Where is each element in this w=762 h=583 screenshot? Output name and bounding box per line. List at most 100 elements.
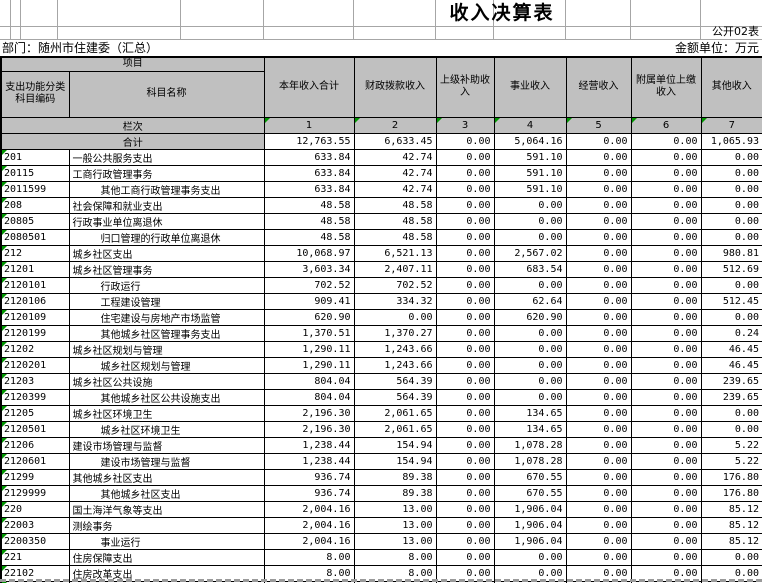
value-cell[interactable]: 1,906.04	[493, 516, 567, 534]
value-cell[interactable]: 0.00	[435, 500, 495, 518]
value-cell[interactable]: 334.32	[353, 292, 437, 310]
value-cell[interactable]: 48.58	[263, 212, 355, 230]
value-cell[interactable]: 0.00	[565, 180, 632, 198]
value-cell[interactable]: 0.00	[630, 516, 702, 534]
value-cell[interactable]: 134.65	[493, 404, 567, 422]
value-cell[interactable]: 0.00	[630, 244, 702, 262]
value-cell[interactable]: 0.00	[700, 420, 762, 438]
code-cell[interactable]: 220	[0, 500, 70, 518]
value-cell[interactable]: 0.00	[435, 420, 495, 438]
value-cell[interactable]: 936.74	[263, 468, 355, 486]
value-cell[interactable]: 0.00	[630, 228, 702, 246]
value-cell[interactable]: 13.00	[353, 516, 437, 534]
value-cell[interactable]: 2,004.16	[263, 532, 355, 550]
value-cell[interactable]: 0.00	[435, 340, 495, 358]
value-cell[interactable]: 0.00	[493, 372, 567, 390]
name-cell[interactable]: 其他城乡社区支出	[68, 468, 265, 486]
value-cell[interactable]: 134.65	[493, 420, 567, 438]
value-cell[interactable]: 620.90	[263, 308, 355, 326]
value-cell[interactable]: 0.00	[435, 228, 495, 246]
name-cell[interactable]: 住宅建设与房地产市场监管	[68, 308, 265, 326]
value-cell[interactable]: 0.00	[435, 548, 495, 566]
value-cell[interactable]: 0.00	[435, 484, 495, 502]
value-cell[interactable]: 0.00	[630, 356, 702, 374]
name-cell[interactable]: 城乡社区公共设施	[68, 372, 265, 390]
code-column-header-cell[interactable]: 支出功能分类科目编码	[0, 70, 70, 118]
value-cell[interactable]: 0.00	[565, 532, 632, 550]
value-cell[interactable]: 0.00	[700, 212, 762, 230]
column-header-operating-income[interactable]: 事业收入	[493, 56, 567, 118]
value-cell[interactable]: 0.00	[493, 228, 567, 246]
value-cell[interactable]: 0.24	[700, 324, 762, 342]
value-cell[interactable]: 0.00	[630, 324, 702, 342]
value-cell[interactable]: 0.00	[630, 276, 702, 294]
total-value-cell[interactable]: 12,763.55	[263, 132, 355, 150]
code-cell[interactable]: 21205	[0, 404, 70, 422]
value-cell[interactable]: 0.00	[435, 372, 495, 390]
value-cell[interactable]: 0.00	[630, 436, 702, 454]
value-cell[interactable]: 591.10	[493, 180, 567, 198]
value-cell[interactable]: 0.00	[565, 404, 632, 422]
value-cell[interactable]: 0.00	[630, 308, 702, 326]
value-cell[interactable]: 620.90	[493, 308, 567, 326]
code-cell[interactable]: 2120106	[0, 292, 70, 310]
value-cell[interactable]: 0.00	[630, 452, 702, 470]
code-cell[interactable]: 21202	[0, 340, 70, 358]
code-cell[interactable]: 21203	[0, 372, 70, 390]
name-cell[interactable]: 城乡社区管理事务	[68, 260, 265, 278]
value-cell[interactable]: 1,290.11	[263, 356, 355, 374]
value-cell[interactable]: 0.00	[630, 372, 702, 390]
value-cell[interactable]: 0.00	[700, 404, 762, 422]
value-cell[interactable]: 0.00	[630, 292, 702, 310]
name-cell[interactable]: 国土海洋气象等支出	[68, 500, 265, 518]
value-cell[interactable]: 0.00	[435, 148, 495, 166]
value-cell[interactable]: 0.00	[493, 340, 567, 358]
value-cell[interactable]: 0.00	[565, 420, 632, 438]
value-cell[interactable]: 2,061.65	[353, 404, 437, 422]
name-cell[interactable]: 建设市场管理与监督	[68, 452, 265, 470]
value-cell[interactable]: 0.00	[435, 196, 495, 214]
code-cell[interactable]: 2120601	[0, 452, 70, 470]
name-cell[interactable]: 行政运行	[68, 276, 265, 294]
name-cell[interactable]: 一般公共服务支出	[68, 148, 265, 166]
value-cell[interactable]: 48.58	[353, 212, 437, 230]
value-cell[interactable]: 48.58	[263, 196, 355, 214]
value-cell[interactable]: 0.00	[630, 212, 702, 230]
value-cell[interactable]: 0.00	[493, 196, 567, 214]
value-cell[interactable]: 1,906.04	[493, 532, 567, 550]
value-cell[interactable]: 1,238.44	[263, 436, 355, 454]
value-cell[interactable]: 85.12	[700, 500, 762, 518]
value-cell[interactable]: 0.00	[565, 516, 632, 534]
total-value-cell[interactable]: 1,065.93	[700, 132, 762, 150]
name-cell[interactable]: 社会保障和就业支出	[68, 196, 265, 214]
value-cell[interactable]: 0.00	[630, 388, 702, 406]
item-group-header-cell[interactable]: 项目	[0, 56, 265, 72]
value-cell[interactable]: 0.00	[700, 548, 762, 566]
rank-number-cell[interactable]: 1	[263, 116, 355, 134]
rank-number-cell[interactable]: 4	[493, 116, 567, 134]
value-cell[interactable]: 0.00	[565, 356, 632, 374]
column-header-affiliated-units[interactable]: 附属单位上缴收入	[630, 56, 702, 118]
value-cell[interactable]: 42.74	[353, 180, 437, 198]
value-cell[interactable]: 0.00	[700, 148, 762, 166]
name-cell[interactable]: 工商行政管理事务	[68, 164, 265, 182]
code-cell[interactable]: 21201	[0, 260, 70, 278]
value-cell[interactable]: 85.12	[700, 516, 762, 534]
value-cell[interactable]: 62.64	[493, 292, 567, 310]
value-cell[interactable]: 0.00	[435, 212, 495, 230]
value-cell[interactable]: 0.00	[565, 436, 632, 454]
code-cell[interactable]: 208	[0, 196, 70, 214]
value-cell[interactable]: 0.00	[565, 196, 632, 214]
column-header-total-income[interactable]: 本年收入合计	[263, 56, 355, 118]
value-cell[interactable]: 48.58	[353, 228, 437, 246]
column-header-superior-subsidy[interactable]: 上级补助收入	[435, 56, 495, 118]
name-cell[interactable]: 其他城乡社区管理事务支出	[68, 324, 265, 342]
value-cell[interactable]: 2,004.16	[263, 500, 355, 518]
name-cell[interactable]: 测绘事务	[68, 516, 265, 534]
name-cell[interactable]: 建设市场管理与监督	[68, 436, 265, 454]
value-cell[interactable]: 804.04	[263, 372, 355, 390]
value-cell[interactable]: 0.00	[493, 548, 567, 566]
value-cell[interactable]: 1,906.04	[493, 500, 567, 518]
value-cell[interactable]: 564.39	[353, 372, 437, 390]
value-cell[interactable]: 0.00	[565, 228, 632, 246]
